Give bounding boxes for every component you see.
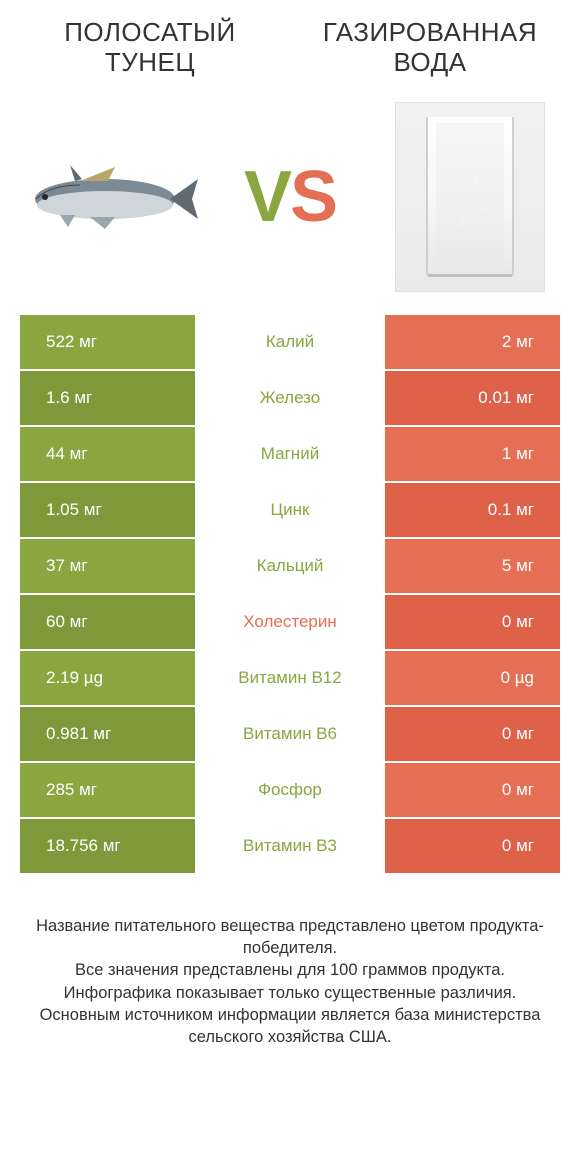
table-row: 285 мгФосфор0 мг — [20, 763, 560, 819]
nutrient-label: Магний — [195, 427, 385, 481]
table-row: 44 мгМагний1 мг — [20, 427, 560, 483]
right-value: 2 мг — [385, 315, 560, 369]
table-row: 0.981 мгВитамин B60 мг — [20, 707, 560, 763]
table-row: 2.19 µgВитамин B120 µg — [20, 651, 560, 707]
nutrient-label: Витамин B6 — [195, 707, 385, 761]
comparison-table: 522 мгКалий2 мг1.6 мгЖелезо0.01 мг44 мгМ… — [0, 315, 580, 875]
left-value: 0.981 мг — [20, 707, 195, 761]
tuna-icon — [20, 157, 200, 237]
right-product-title: ГАЗИРОВАННАЯ ВОДА — [300, 18, 560, 78]
nutrient-label: Холестерин — [195, 595, 385, 649]
nutrient-label: Витамин B12 — [195, 651, 385, 705]
left-value: 1.05 мг — [20, 483, 195, 537]
left-product-image — [20, 107, 200, 287]
footer-line: Название питательного вещества представл… — [22, 915, 558, 960]
header: ПОЛОСАТЫЙ ТУНЕЦ ГАЗИРОВАННАЯ ВОДА — [0, 0, 580, 90]
table-row: 18.756 мгВитамин B30 мг — [20, 819, 560, 875]
right-value: 0.01 мг — [385, 371, 560, 425]
right-value: 0 мг — [385, 595, 560, 649]
footer-line: Основным источником информации является … — [22, 1004, 558, 1049]
images-row: VS — [0, 90, 580, 315]
nutrient-label: Железо — [195, 371, 385, 425]
left-product-title: ПОЛОСАТЫЙ ТУНЕЦ — [20, 18, 280, 78]
vs-label: VS — [244, 156, 336, 238]
table-row: 37 мгКальций5 мг — [20, 539, 560, 595]
left-value: 60 мг — [20, 595, 195, 649]
left-value: 285 мг — [20, 763, 195, 817]
table-row: 1.6 мгЖелезо0.01 мг — [20, 371, 560, 427]
right-value: 1 мг — [385, 427, 560, 481]
left-value: 37 мг — [20, 539, 195, 593]
table-row: 522 мгКалий2 мг — [20, 315, 560, 371]
table-row: 1.05 мгЦинк0.1 мг — [20, 483, 560, 539]
left-value: 18.756 мг — [20, 819, 195, 873]
right-value: 0 µg — [385, 651, 560, 705]
right-value: 0 мг — [385, 763, 560, 817]
right-value: 0 мг — [385, 707, 560, 761]
nutrient-label: Кальций — [195, 539, 385, 593]
nutrient-label: Витамин B3 — [195, 819, 385, 873]
table-row: 60 мгХолестерин0 мг — [20, 595, 560, 651]
left-value: 1.6 мг — [20, 371, 195, 425]
left-value: 2.19 µg — [20, 651, 195, 705]
footer-notes: Название питательного вещества представл… — [0, 875, 580, 1049]
nutrient-label: Калий — [195, 315, 385, 369]
nutrient-label: Фосфор — [195, 763, 385, 817]
left-value: 522 мг — [20, 315, 195, 369]
water-glass-icon — [395, 102, 545, 292]
footer-line: Инфографика показывает только существенн… — [22, 982, 558, 1004]
right-value: 0.1 мг — [385, 483, 560, 537]
vs-v: V — [244, 157, 290, 237]
right-product-image — [380, 107, 560, 287]
vs-s: S — [290, 157, 336, 237]
right-value: 0 мг — [385, 819, 560, 873]
left-value: 44 мг — [20, 427, 195, 481]
footer-line: Все значения представлены для 100 граммо… — [22, 959, 558, 981]
right-value: 5 мг — [385, 539, 560, 593]
nutrient-label: Цинк — [195, 483, 385, 537]
